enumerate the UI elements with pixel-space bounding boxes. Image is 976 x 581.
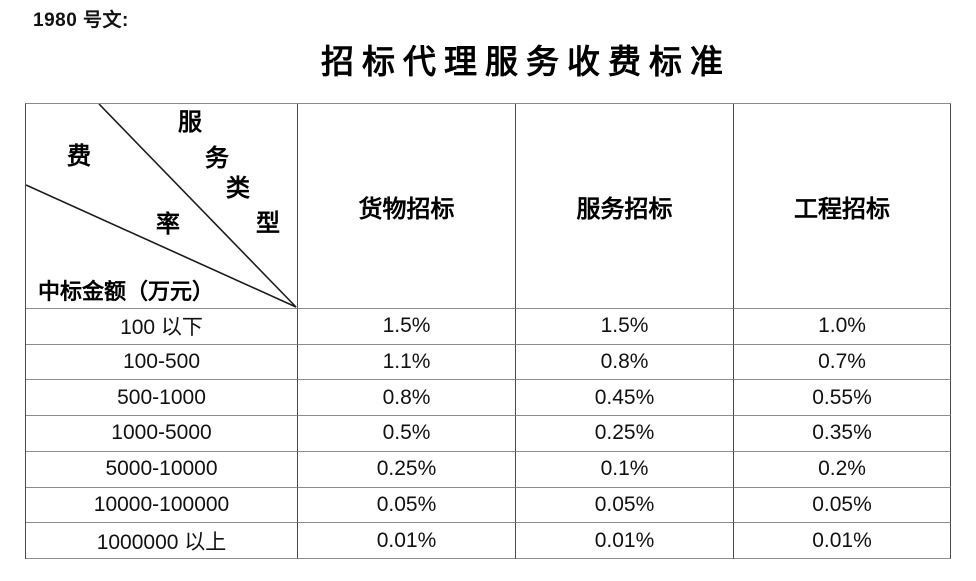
fee-value-cell: 0.5% <box>298 416 516 452</box>
fee-value-cell: 1.1% <box>298 344 516 381</box>
corner-type-char-1: 服 <box>178 110 202 136</box>
diagonal-divider-lines <box>26 104 297 308</box>
fee-value-cell: 0.35% <box>734 416 951 452</box>
column-header-engineering: 工程招标 <box>734 104 951 309</box>
column-header-goods: 货物招标 <box>298 104 516 309</box>
row-label: 100 以下 <box>26 309 298 345</box>
fee-value-cell: 0.05% <box>734 487 951 524</box>
fee-value-cell: 1.0% <box>734 309 951 345</box>
fee-value-cell: 0.55% <box>734 380 951 417</box>
fee-value-cell: 0.25% <box>516 416 734 452</box>
corner-type-char-4: 型 <box>256 211 280 237</box>
fee-value-cell: 0.7% <box>734 344 951 381</box>
fee-value-cell: 0.05% <box>516 487 734 524</box>
row-label: 1000000 以上 <box>26 523 298 559</box>
fee-value-cell: 0.8% <box>516 344 734 381</box>
fee-value-cell: 0.01% <box>734 523 951 559</box>
fee-value-cell: 0.25% <box>298 451 516 488</box>
fee-table: 费 服 务 类 型 率 中标金额（万元） 货物招标 服务招标 工程招标 100 … <box>25 103 951 559</box>
page-title: 招标代理服务收费标准 <box>321 45 731 81</box>
fee-value-cell: 0.2% <box>734 451 951 488</box>
row-label: 5000-10000 <box>26 451 298 488</box>
row-label: 10000-100000 <box>26 487 298 524</box>
corner-header-cell: 费 服 务 类 型 率 中标金额（万元） <box>26 104 298 309</box>
fee-value-cell: 1.5% <box>516 309 734 345</box>
corner-rate-char: 率 <box>156 212 180 238</box>
fee-value-cell: 0.01% <box>516 523 734 559</box>
row-label: 1000-5000 <box>26 416 298 452</box>
fee-value-cell: 0.1% <box>516 451 734 488</box>
fee-value-cell: 1.5% <box>298 309 516 345</box>
fee-value-cell: 0.8% <box>298 380 516 417</box>
corner-type-char-2: 务 <box>205 146 229 172</box>
row-label: 500-1000 <box>26 380 298 417</box>
row-label: 100-500 <box>26 344 298 381</box>
column-header-service: 服务招标 <box>516 104 734 309</box>
fee-value-cell: 0.05% <box>298 487 516 524</box>
corner-fee-char: 费 <box>67 144 91 170</box>
corner-type-char-3: 类 <box>226 176 250 202</box>
doc-ref-label: 1980 号文: <box>33 10 129 31</box>
corner-amount-label: 中标金额（万元） <box>38 279 215 304</box>
fee-value-cell: 0.01% <box>298 523 516 559</box>
fee-value-cell: 0.45% <box>516 380 734 417</box>
